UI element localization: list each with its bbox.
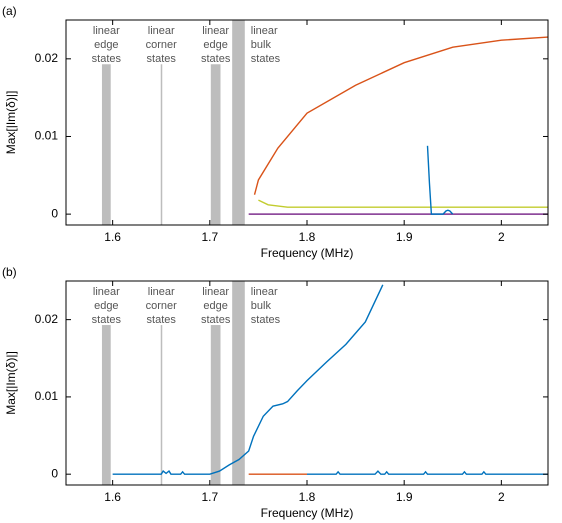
band-label: bulk [251,39,272,51]
band-label: linear [148,25,175,37]
x-axis-label: Frequency (MHz) [261,246,354,260]
y-tick-label: 0.02 [35,312,59,326]
series-line [307,470,548,475]
band-label: states [147,53,177,65]
state-band [232,20,245,225]
panel: (b) linear edge states linear corner states lin… [2,265,549,520]
band-label: states [92,53,122,65]
x-tick-label: 1.9 [396,230,413,244]
band-label: bulk [251,300,272,312]
x-tick-label: 2 [498,490,505,504]
series-line [258,199,548,208]
y-tick-label: 0 [51,206,58,220]
state-band [160,64,163,226]
x-tick-label: 1.9 [396,490,413,504]
panel: (a) linear edge states linear corner states lin… [2,4,549,260]
band-label: linear [202,25,229,37]
x-tick-label: 1.6 [104,230,121,244]
y-axis-label: Max[|Im(δ)|] [4,351,18,415]
panel-label: (b) [2,265,17,279]
band-label: edge [203,300,227,312]
band-label: corner [146,300,178,312]
state-band [101,325,111,485]
state-band [210,64,221,226]
band-label: states [201,314,231,326]
band-label: states [92,314,122,326]
series-line [253,36,548,195]
x-tick-label: 1.6 [104,490,121,504]
y-tick-label: 0.01 [35,129,59,143]
x-tick-label: 1.8 [299,230,316,244]
band-label: linear [202,286,229,298]
band-label: linear [93,286,120,298]
band-label: edge [94,39,118,51]
band-label: linear [251,286,278,298]
x-axis-label: Frequency (MHz) [261,506,354,520]
panel-label: (a) [2,4,17,18]
band-label: linear [148,286,175,298]
x-tick-label: 1.7 [201,230,218,244]
band-label: states [251,314,281,326]
band-label: edge [203,39,227,51]
state-band [210,325,221,485]
x-tick-label: 1.7 [201,490,218,504]
state-band [101,64,111,226]
y-tick-label: 0.02 [35,51,59,65]
y-axis-label: Max[|Im(δ)|] [4,91,18,155]
state-band [232,281,245,485]
band-label: linear [251,25,278,37]
state-band [160,325,163,485]
x-tick-label: 1.8 [299,490,316,504]
y-tick-label: 0 [51,466,58,480]
band-label: corner [146,39,178,51]
band-label: edge [94,300,118,312]
band-label: states [251,53,281,65]
y-tick-label: 0.01 [35,389,59,403]
band-label: states [147,314,177,326]
x-tick-label: 2 [498,230,505,244]
band-label: states [201,53,231,65]
plot-frame [65,280,549,486]
series-line [112,284,384,475]
series-line [426,145,454,215]
band-label: linear [93,25,120,37]
plot-frame [65,19,549,226]
